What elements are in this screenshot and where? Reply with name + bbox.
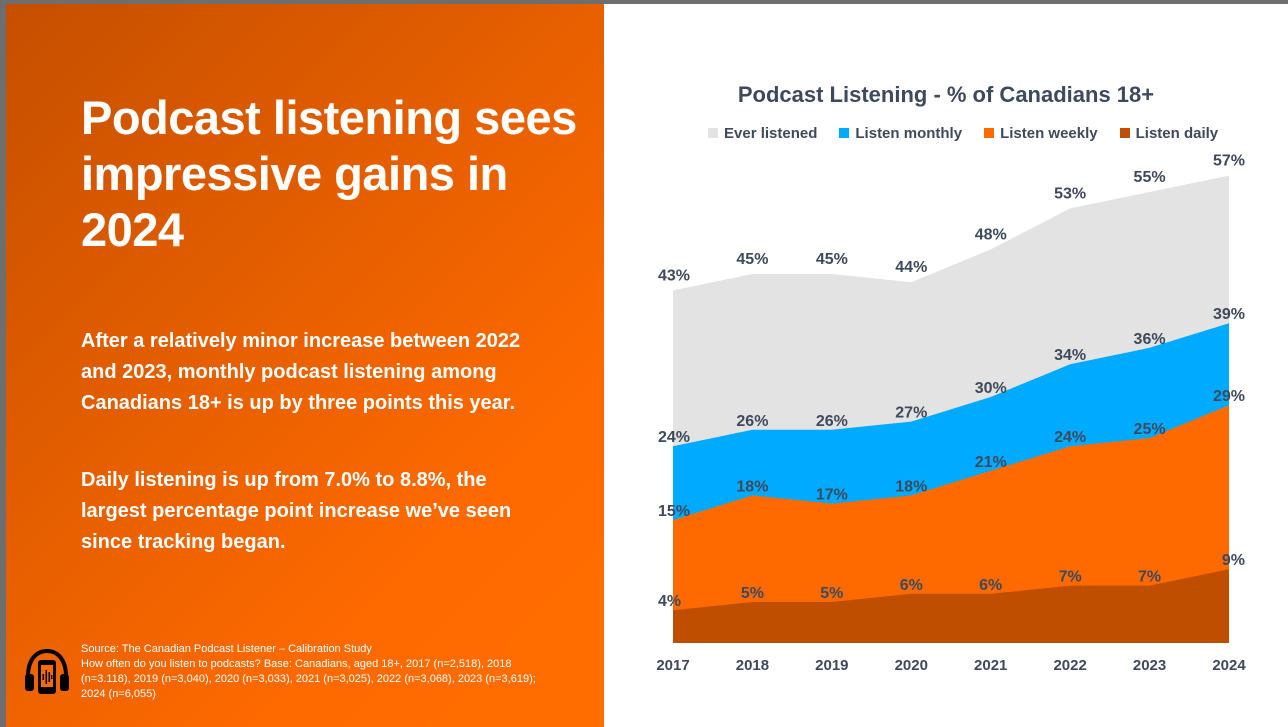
- legend-label-weekly: Listen weekly: [1000, 124, 1098, 142]
- area-chart: 43% 45% 45% 44% 48% 53% 55% 57% 24% 26% 26% 27% 30% 3…: [656, 153, 1246, 674]
- x-tick-2018: 2018: [736, 657, 769, 674]
- data-label-listen-weekly-2017: 15%: [658, 503, 690, 520]
- paragraph-daily: Daily listening is up from 7.0% to 8.8%,…: [81, 469, 512, 553]
- headline: Podcast listening sees impressive gains …: [81, 91, 577, 256]
- data-label-listen-daily-2017: 4%: [658, 593, 681, 610]
- data-label-listen-weekly-2018: 18%: [736, 478, 768, 495]
- legend-label-daily: Listen daily: [1135, 124, 1219, 142]
- data-label-listen-daily-2018: 5%: [741, 585, 764, 602]
- data-label-listen-daily-2020: 6%: [900, 577, 923, 594]
- source-line-1: Source: The Canadian Podcast Listener – …: [81, 643, 372, 655]
- data-label-listen-monthly-2018: 26%: [736, 413, 768, 430]
- data-label-listen-weekly-2021: 21%: [975, 454, 1007, 471]
- x-tick-2017: 2017: [656, 657, 689, 674]
- data-label-listen-daily-2021: 6%: [979, 577, 1002, 594]
- x-tick-2023: 2023: [1133, 657, 1166, 674]
- data-label-listen-monthly-2022: 34%: [1054, 347, 1086, 364]
- data-label-ever-listened-2023: 55%: [1134, 169, 1166, 186]
- data-label-ever-listened-2021: 48%: [975, 226, 1007, 243]
- chart-title: Podcast Listening - % of Canadians 18+: [737, 82, 1155, 107]
- legend-label-ever: Ever listened: [724, 124, 818, 142]
- legend-swatch-monthly: [839, 128, 850, 138]
- legend-item-ever: Ever listened: [708, 123, 817, 143]
- x-tick-2022: 2022: [1053, 657, 1086, 674]
- data-label-ever-listened-2022: 53%: [1054, 185, 1086, 202]
- data-label-listen-monthly-2017: 24%: [658, 429, 690, 446]
- source-line-2: How often do you listen to podcasts? Bas…: [81, 658, 536, 700]
- source-note: Source: The Canadian Podcast Listener – …: [81, 642, 551, 702]
- data-label-listen-weekly-2024: 29%: [1213, 388, 1245, 405]
- data-label-listen-weekly-2020: 18%: [895, 478, 927, 495]
- data-label-listen-monthly-2021: 30%: [975, 380, 1007, 397]
- legend-swatch-daily: [1119, 128, 1130, 138]
- data-label-listen-daily-2024: 9%: [1222, 552, 1245, 569]
- data-label-listen-weekly-2023: 25%: [1134, 421, 1166, 438]
- data-label-ever-listened-2020: 44%: [895, 259, 927, 276]
- data-label-listen-monthly-2020: 27%: [895, 405, 927, 422]
- x-tick-2019: 2019: [815, 657, 848, 674]
- legend-item-monthly: Listen monthly: [839, 123, 962, 143]
- data-label-ever-listened-2017: 43%: [658, 267, 690, 284]
- legend-item-weekly: Listen weekly: [984, 123, 1098, 143]
- data-label-listen-daily-2023: 7%: [1138, 569, 1161, 586]
- legend-item-daily: Listen daily: [1119, 123, 1219, 143]
- data-label-listen-weekly-2022: 24%: [1054, 429, 1086, 446]
- x-tick-2021: 2021: [974, 657, 1007, 674]
- data-label-listen-monthly-2024: 39%: [1213, 306, 1245, 323]
- area-listen-weekly: [673, 405, 1229, 643]
- chart-legend: Ever listened Listen monthly Listen week…: [708, 123, 1218, 143]
- data-label-listen-daily-2022: 7%: [1059, 569, 1082, 586]
- legend-swatch-ever: [708, 128, 718, 138]
- frame-top-border: [0, 0, 1288, 4]
- data-label-ever-listened-2024: 57%: [1213, 153, 1245, 170]
- paragraph-monthly: After a relatively minor increase betwee…: [81, 330, 521, 414]
- headphones-phone-icon: [22, 646, 72, 698]
- data-label-ever-listened-2019: 45%: [816, 251, 848, 268]
- frame-left-border: [0, 0, 6, 727]
- data-label-listen-monthly-2019: 26%: [816, 413, 848, 430]
- legend-swatch-weekly: [984, 128, 995, 138]
- left-panel: [6, 4, 604, 727]
- data-label-listen-daily-2019: 5%: [820, 585, 843, 602]
- data-label-listen-monthly-2023: 36%: [1134, 331, 1166, 348]
- x-tick-2020: 2020: [895, 657, 928, 674]
- data-label-ever-listened-2018: 45%: [736, 251, 768, 268]
- area-listen-daily: [673, 569, 1229, 643]
- x-tick-2024: 2024: [1212, 657, 1246, 674]
- legend-label-monthly: Listen monthly: [855, 124, 963, 142]
- data-label-listen-weekly-2019: 17%: [816, 487, 848, 504]
